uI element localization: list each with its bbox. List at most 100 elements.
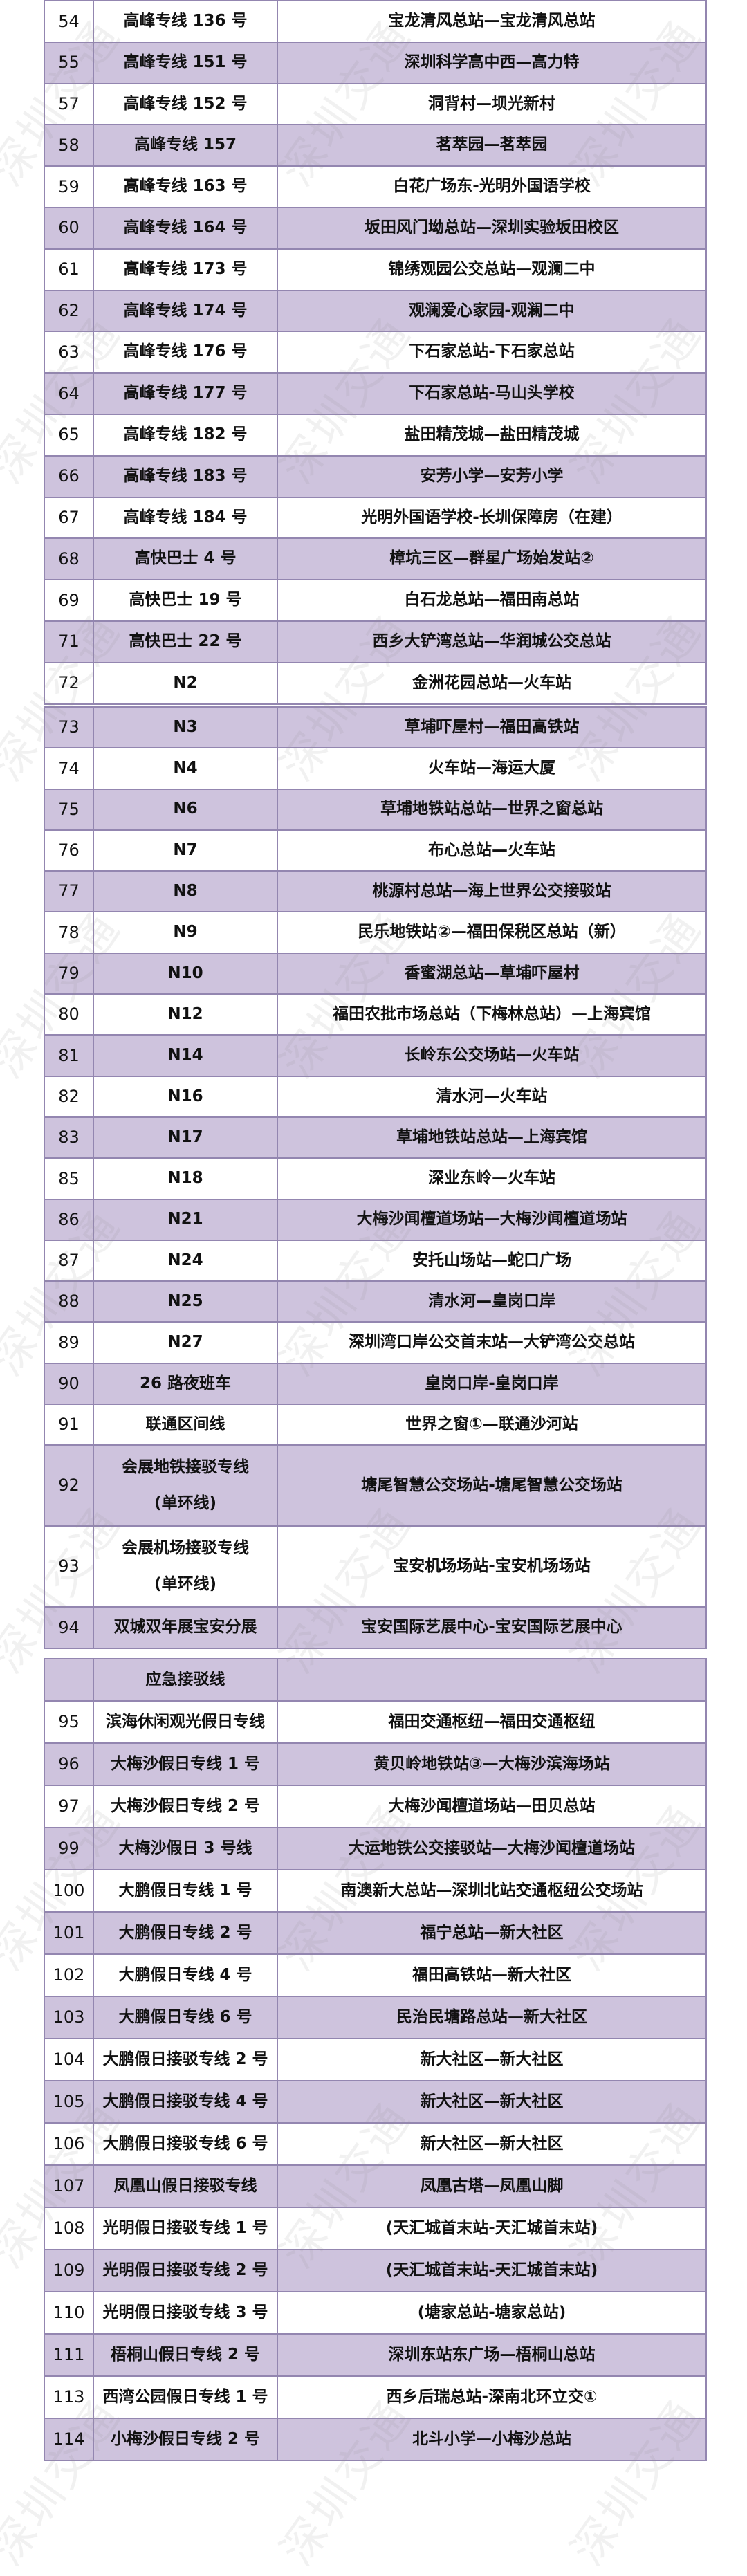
line-number-cell: 55: [44, 41, 94, 84]
line-name-cell: N12: [93, 993, 278, 1036]
line-number-cell: 94: [44, 1606, 94, 1649]
line-name-cell: 高峰专线 182 号: [93, 413, 278, 457]
line-name-cell: N24: [93, 1239, 278, 1282]
table-row: 85 N18 深业东岭—火车站: [44, 1157, 707, 1200]
route-table-1: 54 高峰专线 136 号宝龙清风总站—宝龙清风总站 55 高峰专线 151 号深圳科…: [44, 0, 707, 705]
route-cell: 草埔地铁站总站—上海宾馆: [277, 1116, 707, 1159]
table-row: 66 高峰专线 183 号安芳小学—安芳小学: [44, 454, 707, 498]
route-cell: 新大社区—新大社区: [277, 2038, 707, 2081]
line-number-cell: 107: [44, 2164, 94, 2208]
line-number-cell: 62: [44, 289, 94, 333]
line-name-cell: 高峰专线 183 号: [93, 454, 278, 498]
table-row: 100 大鹏假日专线 1 号南澳新大总站—深圳北站交通枢纽公交场站: [44, 1869, 707, 1913]
route-cell: 凤凰古塔—凤凰山脚: [277, 2164, 707, 2208]
line-name-cell: N7: [93, 829, 278, 872]
line-name-cell: 光明假日接驳专线 2 号: [93, 2249, 278, 2292]
line-name-cell: 高峰专线 152 号: [93, 82, 278, 126]
route-cell: 长岭东公交场站—火车站: [277, 1034, 707, 1077]
table-row: 91 联通区间线 世界之窗①—联通沙河站: [44, 1404, 707, 1446]
line-name-cell: 大梅沙假日 3 号线: [93, 1827, 278, 1870]
line-name-cell: 会展地铁接驳专线 (单环线): [93, 1444, 278, 1527]
table-row: 54 高峰专线 136 号宝龙清风总站—宝龙清风总站: [44, 0, 707, 43]
table-row: 71 高快巴士 22 号西乡大铲湾总站—华润城公交总站: [44, 620, 707, 663]
line-name-cell: N27: [93, 1321, 278, 1364]
line-name-cell: N16: [93, 1075, 278, 1118]
line-number-cell: 66: [44, 454, 94, 498]
line-name-cell: 联通区间线: [93, 1404, 278, 1446]
route-cell: 大梅沙闻檀道场站—大梅沙闻檀道场站: [277, 1198, 707, 1241]
line-number-cell: 110: [44, 2291, 94, 2335]
table-row: 99 大梅沙假日 3 号线 大运地铁公交接驳站—大梅沙闻檀道场站: [44, 1827, 707, 1870]
table-row: 96 大梅沙假日专线 1 号黄贝岭地铁站③—大梅沙滨海场站: [44, 1742, 707, 1786]
line-name-cell: 凤凰山假日接驳专线: [93, 2164, 278, 2208]
line-name-cell: N14: [93, 1034, 278, 1077]
route-cell: 民乐地铁站②—福田保税区总站（新）: [277, 911, 707, 954]
line-name-note: (单环线): [154, 1574, 217, 1593]
line-name-cell: 双城双年展宝安分展: [93, 1606, 278, 1649]
table-row: 67 高峰专线 184 号光明外国语学校-长圳保障房（在建）: [44, 496, 707, 540]
table-row: 109 光明假日接驳专线 2 号 (天汇城首末站-天汇城首末站): [44, 2249, 707, 2292]
line-number-cell: 77: [44, 870, 94, 913]
line-name-cell: 小梅沙假日专线 2 号: [93, 2418, 278, 2461]
route-cell: 香蜜湖总站—草埔吓屋村: [277, 952, 707, 995]
line-number-cell: 97: [44, 1785, 94, 1828]
table-row: 90 26 路夜班车 皇岗口岸-皇岗口岸: [44, 1362, 707, 1406]
route-cell: 茗萃园—茗萃园: [277, 124, 707, 167]
table-row: 82 N16 清水河—火车站: [44, 1075, 707, 1118]
line-name-cell: N18: [93, 1157, 278, 1200]
line-number-cell: 72: [44, 661, 94, 705]
table-row: 65 高峰专线 182 号盐田精茂城—盐田精茂城: [44, 413, 707, 457]
line-number-cell: 102: [44, 1953, 94, 1997]
line-name-cell: 高峰专线 163 号: [93, 165, 278, 208]
line-number-cell: 57: [44, 82, 94, 126]
route-cell: 安芳小学—安芳小学: [277, 454, 707, 498]
line-name-cell: 高峰专线 136 号: [93, 0, 278, 43]
table-row: 113 西湾公园假日专线 1 号西乡后瑞总站-深南北环立交①: [44, 2375, 707, 2419]
line-number-cell: 111: [44, 2333, 94, 2377]
line-name-cell: N2: [93, 661, 278, 705]
route-cell: 南澳新大总站—深圳北站交通枢纽公交场站: [277, 1869, 707, 1913]
line-name-cell: 大梅沙假日专线 1 号: [93, 1742, 278, 1786]
line-number-cell: 114: [44, 2418, 94, 2461]
route-cell: 桃源村总站—海上世界公交接驳站: [277, 870, 707, 913]
line-number-cell: 75: [44, 788, 94, 831]
line-number-cell: 113: [44, 2375, 94, 2419]
table-row: 87 N24 安托山场站—蛇口广场: [44, 1239, 707, 1282]
line-number-cell: 93: [44, 1525, 94, 1608]
line-number-cell: 103: [44, 1996, 94, 2039]
route-cell: 锦绣观园公交总站—观澜二中: [277, 248, 707, 291]
line-name-cell: 高峰专线 151 号: [93, 41, 278, 84]
route-cell: 布心总站—火车站: [277, 829, 707, 872]
table-row: 93 会展机场接驳专线 (单环线) 宝安机场场站-宝安机场场站: [44, 1525, 707, 1608]
line-name-cell: 光明假日接驳专线 3 号: [93, 2291, 278, 2335]
route-cell: 草埔吓屋村—福田高铁站: [277, 706, 707, 749]
line-number-cell: 68: [44, 537, 94, 581]
line-name-cell: 会展机场接驳专线 (单环线): [93, 1525, 278, 1608]
route-cell: 北斗小学—小梅沙总站: [277, 2418, 707, 2461]
route-cell: 西乡后瑞总站-深南北环立交①: [277, 2375, 707, 2419]
route-cell: (天汇城首末站-天汇城首末站): [277, 2207, 707, 2250]
line-number-cell: 69: [44, 579, 94, 622]
line-name-cell: N3: [93, 706, 278, 749]
table-row: 69 高快巴士 19 号白石龙总站—福田南总站: [44, 579, 707, 622]
table-row: 101 大鹏假日专线 2 号福宁总站—新大社区: [44, 1911, 707, 1955]
line-name-cell: 大鹏假日专线 6 号: [93, 1996, 278, 2039]
route-cell: 西乡大铲湾总站—华润城公交总站: [277, 620, 707, 663]
route-cell: 坂田风门坳总站—深圳实验坂田校区: [277, 206, 707, 250]
line-name-cell: N25: [93, 1280, 278, 1323]
route-cell: 深业东岭—火车站: [277, 1157, 707, 1200]
table-row: 83 N17 草埔地铁站总站—上海宾馆: [44, 1116, 707, 1159]
table-row: 应急接驳线: [44, 1658, 707, 1702]
table-row: 60 高峰专线 164 号坂田风门坳总站—深圳实验坂田校区: [44, 206, 707, 250]
line-number-cell: 59: [44, 165, 94, 208]
route-cell: 下石家总站-下石家总站: [277, 331, 707, 374]
line-name: 会展地铁接驳专线: [122, 1458, 249, 1477]
line-number-cell: 89: [44, 1321, 94, 1364]
route-table-3: 应急接驳线 95 滨海休闲观光假日专线 福田交通枢纽—福田交通枢纽 96 大梅沙假日专线 …: [44, 1658, 707, 2461]
table-row: 78 N9 民乐地铁站②—福田保税区总站（新）: [44, 911, 707, 954]
line-number-cell: 82: [44, 1075, 94, 1118]
route-cell: 火车站—海运大厦: [277, 747, 707, 790]
route-cell: 宝龙清风总站—宝龙清风总站: [277, 0, 707, 43]
route-cell: 福宁总站—新大社区: [277, 1911, 707, 1955]
table-row: 92 会展地铁接驳专线 (单环线) 塘尾智慧公交场站-塘尾智慧公交场站: [44, 1444, 707, 1527]
